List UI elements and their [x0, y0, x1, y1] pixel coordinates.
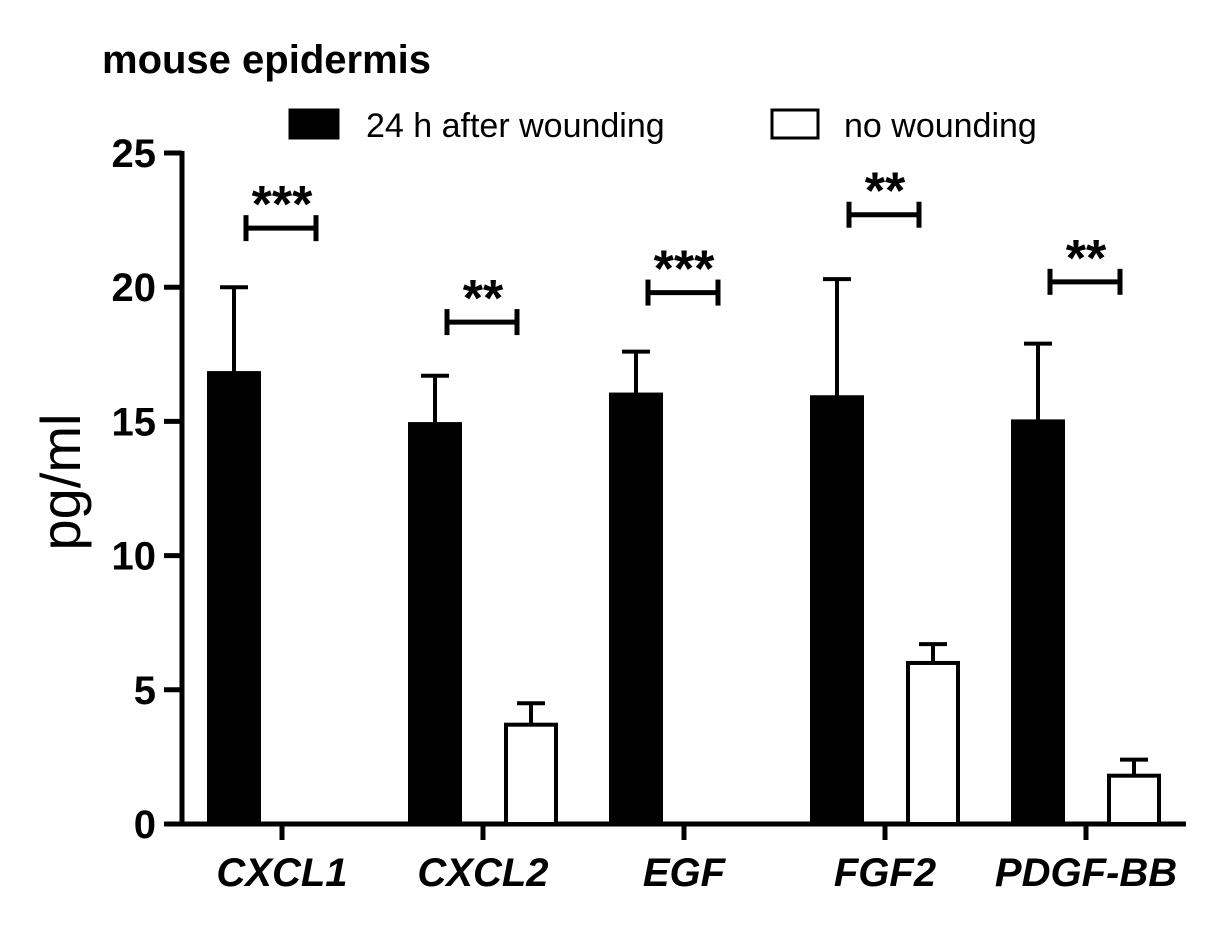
x-tick-label: CXCL1 [216, 851, 347, 895]
y-tick-label: 15 [112, 400, 157, 444]
legend-label-unwounded: no wounding [844, 107, 1037, 145]
bar [408, 422, 462, 826]
y-tick-label: 0 [134, 803, 156, 847]
legend-swatch-unwounded [770, 108, 820, 140]
significance-label: *** [654, 241, 715, 299]
legend-label-wounded: 24 h after wounding [366, 107, 665, 145]
significance-label: *** [252, 176, 313, 234]
significance-label: ** [463, 270, 504, 328]
significance-label: ** [865, 163, 906, 221]
y-tick-label: 5 [134, 669, 156, 713]
bar [207, 371, 261, 826]
legend-swatch-wounded [288, 108, 340, 140]
x-tick-label: EGF [643, 851, 727, 895]
bar [609, 392, 663, 826]
y-tick-label: 25 [112, 132, 157, 176]
y-tick-label: 10 [112, 535, 157, 579]
x-tick-label: FGF2 [834, 851, 936, 895]
significance-label: ** [1066, 230, 1107, 288]
chart-title: mouse epidermis [102, 38, 431, 82]
y-axis-label: pg/ml [29, 414, 92, 551]
bar [1011, 419, 1065, 826]
x-tick-label: PDGF-BB [995, 851, 1177, 895]
bar [810, 395, 864, 826]
legend: 24 h after wounding no wounding [288, 107, 1037, 145]
x-tick-label: CXCL2 [417, 851, 548, 895]
bar [1107, 773, 1161, 826]
bar [504, 722, 558, 827]
bar [906, 660, 960, 827]
y-tick-label: 20 [112, 266, 157, 310]
